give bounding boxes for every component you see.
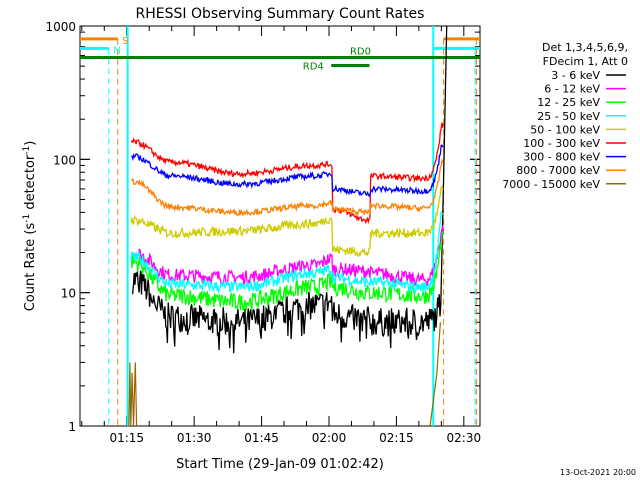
series-group — [128, 25, 448, 427]
chart-title: RHESSI Observing Summary Count Rates — [136, 6, 425, 22]
saa-flag-label: S — [122, 36, 128, 47]
observing-flags: NS RD0 RD4 — [80, 26, 480, 426]
y-axis-label: Count Rate (s-1 detector-1) — [22, 141, 38, 312]
x-tick-label: 01:15 — [109, 431, 144, 445]
legend-label: 300 - 800 keV — [523, 151, 600, 164]
rd4-flag-label: RD4 — [303, 62, 324, 73]
legend-label: 800 - 7000 keV — [516, 164, 600, 177]
legend-label: 25 - 50 keV — [537, 110, 600, 123]
y-tick-label: 1000 — [45, 20, 76, 34]
series-line-2 — [130, 231, 445, 311]
footer-date: 13-Oct-2021 20:00 — [560, 468, 636, 477]
legend-label: 100 - 300 keV — [523, 137, 600, 150]
series-line-4 — [130, 186, 444, 258]
legend-header-line: FDecim 1, Att 0 — [543, 55, 628, 68]
series-line-7 — [130, 158, 444, 217]
legend-label: 6 - 12 keV — [544, 83, 600, 96]
x-tick-label: 01:30 — [177, 431, 212, 445]
x-tick-label: 02:30 — [447, 431, 482, 445]
legend-label: 3 - 6 keV — [551, 69, 600, 82]
y-label-sup-1: -1 — [22, 214, 32, 223]
series-line-3 — [130, 211, 444, 295]
y-tick-label: 100 — [53, 153, 76, 167]
x-tick-label: 01:45 — [244, 431, 279, 445]
series-line-5 — [130, 122, 445, 225]
legend-label: 50 - 100 keV — [530, 123, 600, 136]
plot-frame — [79, 25, 481, 427]
rd0-flag-label: RD0 — [350, 47, 371, 58]
legend-label: 7000 - 15000 keV — [502, 178, 600, 191]
series-line-6 — [131, 144, 444, 198]
y-label-part-1: Count Rate (s — [23, 223, 38, 312]
x-tick-label: 02:15 — [379, 431, 414, 445]
series-line-8 — [128, 322, 441, 427]
legend-label: 12 - 25 keV — [537, 96, 600, 109]
x-tick-label: 02:00 — [312, 431, 347, 445]
y-label-sup-2: -1 — [22, 146, 32, 155]
y-label-part-2: detector — [23, 154, 38, 214]
night-flag-label: N — [113, 45, 120, 56]
series-line-0 — [131, 25, 448, 354]
y-label-part-3: ) — [23, 141, 38, 146]
x-axis-label: Start Time (29-Jan-09 01:02:42) — [176, 457, 384, 472]
y-tick-label: 10 — [61, 287, 76, 301]
legend-header-line: Det 1,3,4,5,6,9, — [542, 41, 628, 54]
y-tick-label: 1 — [68, 420, 76, 434]
legend: Det 1,3,4,5,6,9,FDecim 1, Att 03 - 6 keV… — [502, 41, 628, 191]
